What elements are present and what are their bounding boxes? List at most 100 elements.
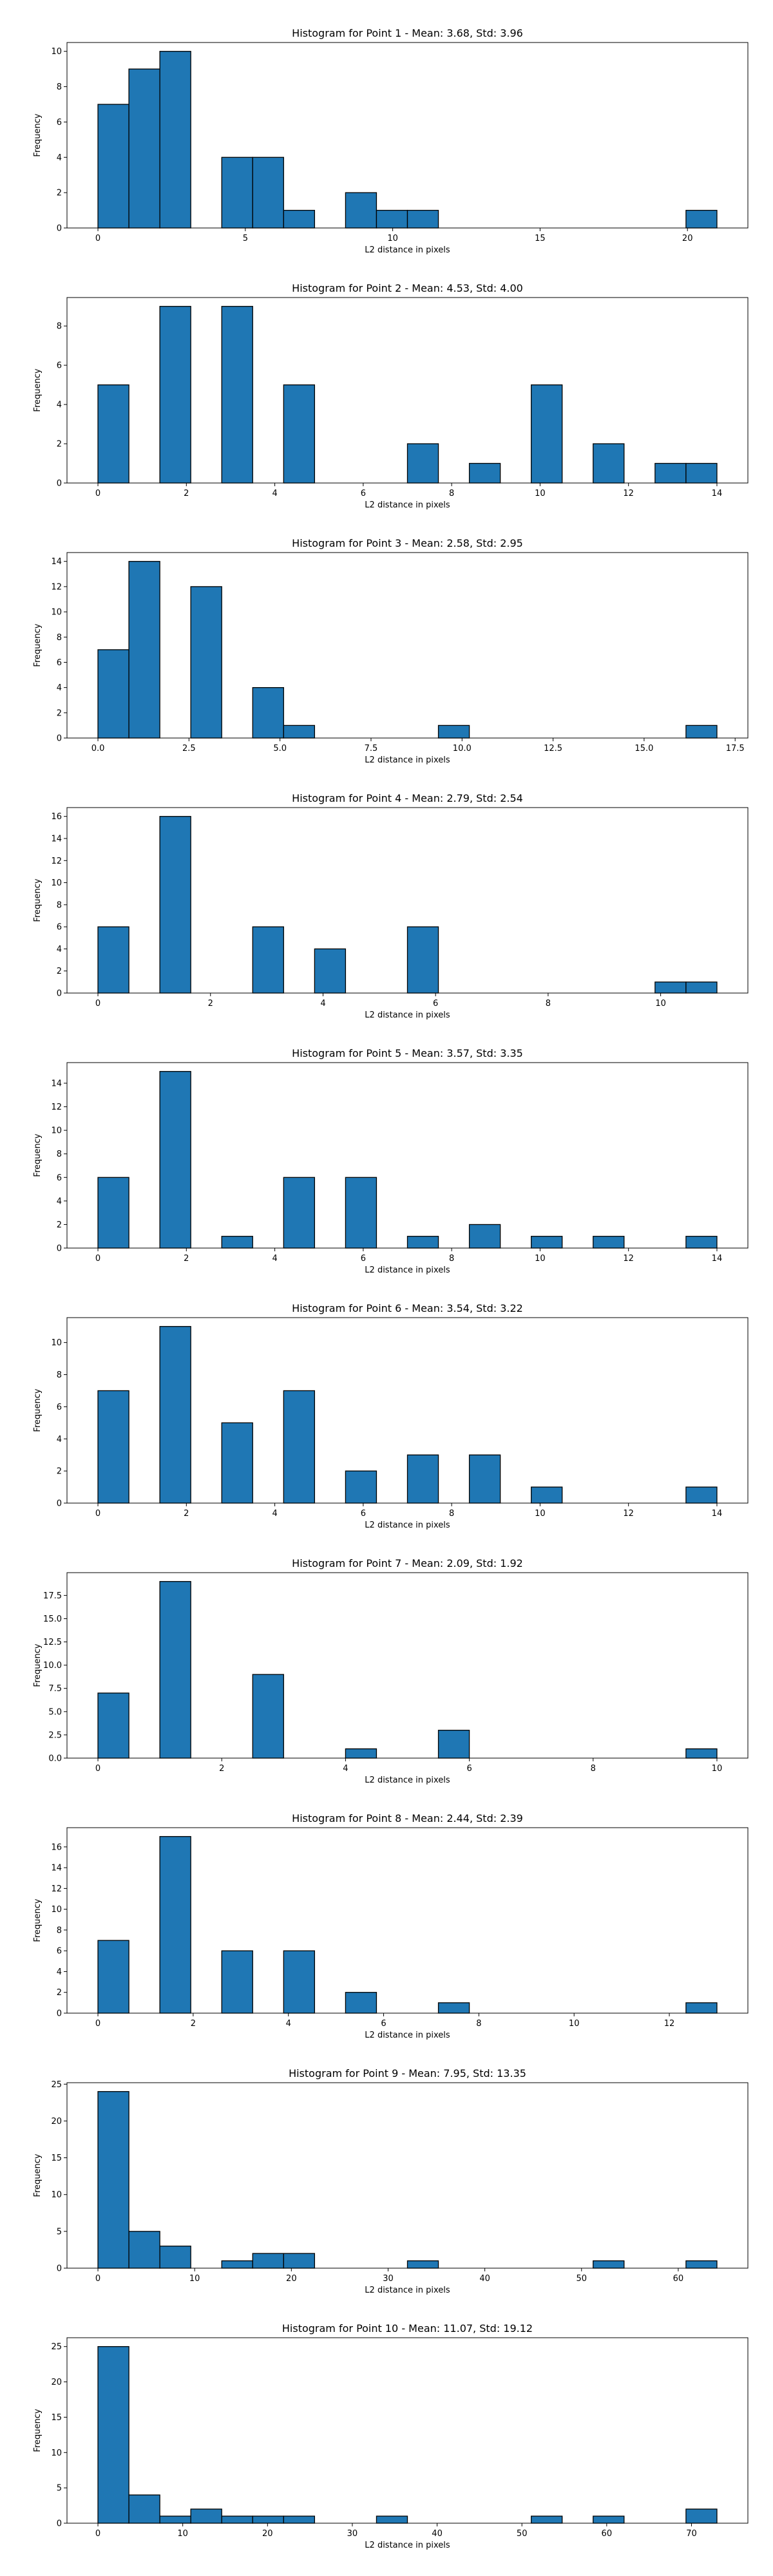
axes-frame <box>66 552 749 739</box>
histogram-bar <box>531 384 563 484</box>
x-tick-label: 0 <box>95 234 100 243</box>
y-tick-label: 2 <box>57 440 62 450</box>
histogram-bar <box>159 1326 191 1504</box>
x-tick-label: 10 <box>569 2019 580 2029</box>
histogram-panel: Histogram for Point 6 - Mean: 3.54, Std:… <box>0 1275 773 1530</box>
x-tick-label: 6 <box>381 2019 386 2029</box>
histogram-svg: Histogram for Point 4 - Mean: 2.79, Std:… <box>33 792 749 1020</box>
y-tick-label: 0 <box>57 1244 62 1254</box>
histogram-svg: Histogram for Point 8 - Mean: 2.44, Std:… <box>33 1812 749 2040</box>
x-tick-label: 6 <box>361 1509 366 1519</box>
x-tick-label: 20 <box>286 2274 297 2284</box>
x-tick-label: 0 <box>95 2529 100 2539</box>
histogram-bar <box>531 1486 563 1504</box>
x-tick-label: 14 <box>712 489 723 498</box>
histogram-bar <box>97 384 129 484</box>
y-tick-label: 4 <box>57 945 62 954</box>
histogram-bar <box>314 948 347 994</box>
y-tick-label: 10 <box>51 2448 62 2458</box>
histogram-svg: Histogram for Point 5 - Mean: 3.57, Std:… <box>33 1047 749 1275</box>
y-tick-label: 12 <box>51 857 62 866</box>
x-tick-label: 2 <box>184 1509 189 1519</box>
histogram-bar <box>252 1674 284 1759</box>
y-axis-label: Frequency <box>33 2154 43 2197</box>
y-tick-label: 25 <box>51 2080 62 2090</box>
x-axis-label: L2 distance in pixels <box>365 245 450 255</box>
histogram-bar <box>376 2515 408 2524</box>
histogram-bar <box>252 156 284 229</box>
histogram-bar <box>221 2260 253 2269</box>
y-tick-label: 10 <box>51 608 62 618</box>
y-tick-label: 14 <box>51 1864 62 1873</box>
histogram-panel: Histogram for Point 5 - Mean: 3.57, Std:… <box>0 1020 773 1275</box>
x-tick-label: 60 <box>673 2274 684 2284</box>
histogram-bar <box>159 2515 191 2524</box>
x-tick-label: 4 <box>343 1764 348 1774</box>
x-tick-label: 50 <box>576 2274 587 2284</box>
x-tick-label: 0 <box>95 999 100 1009</box>
histogram-bar <box>406 1454 439 1504</box>
x-tick-label: 6 <box>433 999 438 1009</box>
histogram-bar <box>437 1730 470 1759</box>
x-tick-label: 8 <box>591 1764 596 1774</box>
x-tick-label: 0 <box>95 1509 100 1519</box>
y-tick-label: 14 <box>51 1079 62 1089</box>
histogram-bar <box>283 1950 316 2014</box>
y-tick-label: 2 <box>57 189 62 198</box>
histogram-bar <box>437 724 470 739</box>
y-tick-label: 25 <box>51 2342 62 2352</box>
histogram-bar <box>283 2253 316 2269</box>
histogram-bar <box>468 1454 501 1504</box>
x-tick-label: 6 <box>361 489 366 498</box>
histogram-bar <box>376 209 408 229</box>
histogram-bar <box>128 68 160 229</box>
histogram-bar <box>283 1390 316 1504</box>
y-tick-label: 0 <box>57 734 62 744</box>
y-axis-label: Frequency <box>33 1643 43 1687</box>
x-axis-label: L2 distance in pixels <box>365 2541 450 2550</box>
y-tick-label: 7.5 <box>48 1684 62 1694</box>
x-tick-label: 12 <box>623 489 634 498</box>
y-axis-label: Frequency <box>33 1133 43 1177</box>
histogram-bar <box>593 2260 625 2269</box>
x-tick-label: 8 <box>546 999 551 1009</box>
histogram-bar <box>685 209 718 229</box>
x-tick-label: 12 <box>623 1254 634 1264</box>
histogram-bar <box>159 51 191 229</box>
x-tick-label: 8 <box>449 1254 454 1264</box>
histogram-bar <box>685 1236 718 1249</box>
axes-frame <box>66 807 749 994</box>
x-tick-label: 10 <box>712 1764 723 1774</box>
y-axis-label: Frequency <box>33 368 43 412</box>
chart-title: Histogram for Point 4 - Mean: 2.79, Std:… <box>292 792 523 804</box>
x-tick-label: 2.5 <box>182 744 196 753</box>
y-tick-label: 14 <box>51 557 62 567</box>
histogram-bar <box>593 2515 625 2524</box>
histogram-bar <box>252 926 284 994</box>
histogram-bar <box>283 724 316 739</box>
histogram-bar <box>685 724 718 739</box>
x-tick-label: 2 <box>219 1764 224 1774</box>
y-tick-label: 10 <box>51 878 62 888</box>
histogram-bar <box>283 2515 316 2524</box>
histogram-svg: Histogram for Point 3 - Mean: 2.58, Std:… <box>33 537 749 765</box>
x-tick-label: 10 <box>387 234 398 243</box>
histogram-panel: Histogram for Point 2 - Mean: 4.53, Std:… <box>0 255 773 510</box>
histogram-bar <box>159 1836 191 2014</box>
y-tick-label: 6 <box>57 118 62 128</box>
histogram-bar <box>97 2346 129 2524</box>
y-tick-label: 15.0 <box>43 1615 62 1624</box>
y-tick-label: 6 <box>57 923 62 933</box>
y-tick-label: 2 <box>57 708 62 718</box>
y-tick-label: 12 <box>51 1103 62 1112</box>
histogram-bar <box>128 561 160 739</box>
histogram-bar <box>654 981 687 994</box>
histogram-panel: Histogram for Point 7 - Mean: 2.09, Std:… <box>0 1530 773 1785</box>
y-tick-label: 5 <box>57 2484 62 2494</box>
chart-title: Histogram for Point 1 - Mean: 3.68, Std:… <box>292 27 523 39</box>
histogram-bar <box>190 586 222 739</box>
histogram-panel: Histogram for Point 10 - Mean: 11.07, St… <box>0 2295 773 2550</box>
x-tick-label: 40 <box>432 2529 443 2539</box>
x-tick-label: 14 <box>712 1509 723 1519</box>
